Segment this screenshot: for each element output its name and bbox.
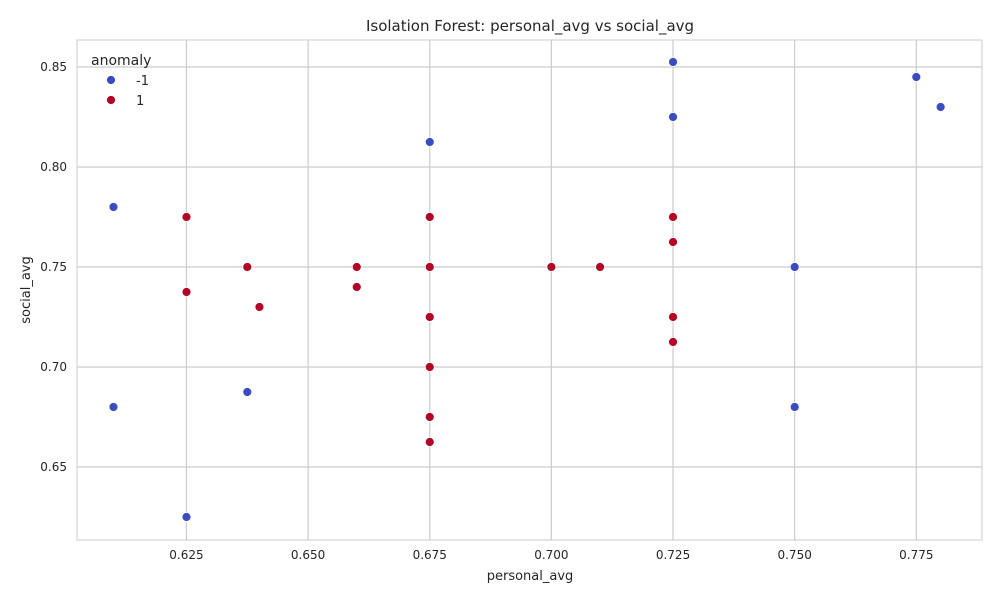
x-tick-label: 0.625 <box>169 548 203 562</box>
anomaly-point <box>181 512 192 522</box>
normal-point <box>424 262 435 272</box>
legend-label: -1 <box>136 74 149 89</box>
normal-point <box>351 262 362 272</box>
x-tick-label: 0.750 <box>777 548 811 562</box>
anomaly-point <box>242 387 253 397</box>
y-tick-label: 0.85 <box>40 60 67 74</box>
normal-point <box>546 262 557 272</box>
normal-point <box>424 412 435 422</box>
y-tick-label: 0.65 <box>40 460 67 474</box>
x-tick-label: 0.675 <box>413 548 447 562</box>
legend-title: anomaly <box>91 53 151 69</box>
normal-point <box>424 312 435 322</box>
chart-title: Isolation Forest: personal_avg vs social… <box>366 17 694 36</box>
normal-point <box>424 212 435 222</box>
normal-point <box>668 212 678 222</box>
anomaly-point <box>789 402 800 412</box>
normal-point <box>181 212 192 222</box>
grid <box>77 40 982 540</box>
normal-point <box>595 262 605 272</box>
y-tick-label: 0.75 <box>40 260 67 274</box>
normal-point <box>181 287 192 297</box>
normal-point <box>668 237 678 247</box>
y-tick-label: 0.70 <box>40 360 67 374</box>
normal-point <box>424 362 435 372</box>
legend-marker <box>106 95 116 105</box>
x-tick-label: 0.775 <box>899 548 933 562</box>
tick-labels: 0.625 0.650 0.675 0.700 0.725 0.750 0.775 0.65 0… <box>40 60 933 562</box>
anomaly-point <box>935 102 946 112</box>
anomaly-point <box>911 72 922 82</box>
normal-point <box>254 302 265 312</box>
anomaly-point <box>668 57 678 67</box>
normal-point <box>351 282 362 292</box>
legend-marker <box>106 75 116 85</box>
anomaly-point <box>668 112 678 122</box>
normal-point <box>668 312 678 322</box>
normal-point <box>668 337 678 347</box>
x-tick-label: 0.700 <box>534 548 568 562</box>
legend-items: -11 <box>106 74 149 109</box>
legend-label: 1 <box>136 94 144 109</box>
anomaly-point <box>424 137 435 147</box>
data-points <box>108 57 946 522</box>
x-axis-label: personal_avg <box>487 569 574 584</box>
x-tick-label: 0.650 <box>291 548 325 562</box>
anomaly-point <box>789 262 800 272</box>
y-axis-label: social_avg <box>19 256 34 323</box>
plot-frame <box>76 39 983 541</box>
y-tick-label: 0.80 <box>40 160 67 174</box>
normal-point <box>242 262 253 272</box>
normal-point <box>424 437 435 447</box>
anomaly-point <box>108 202 119 212</box>
legend: anomaly -11 <box>91 53 151 109</box>
anomaly-point <box>108 402 119 412</box>
x-tick-label: 0.725 <box>656 548 690 562</box>
